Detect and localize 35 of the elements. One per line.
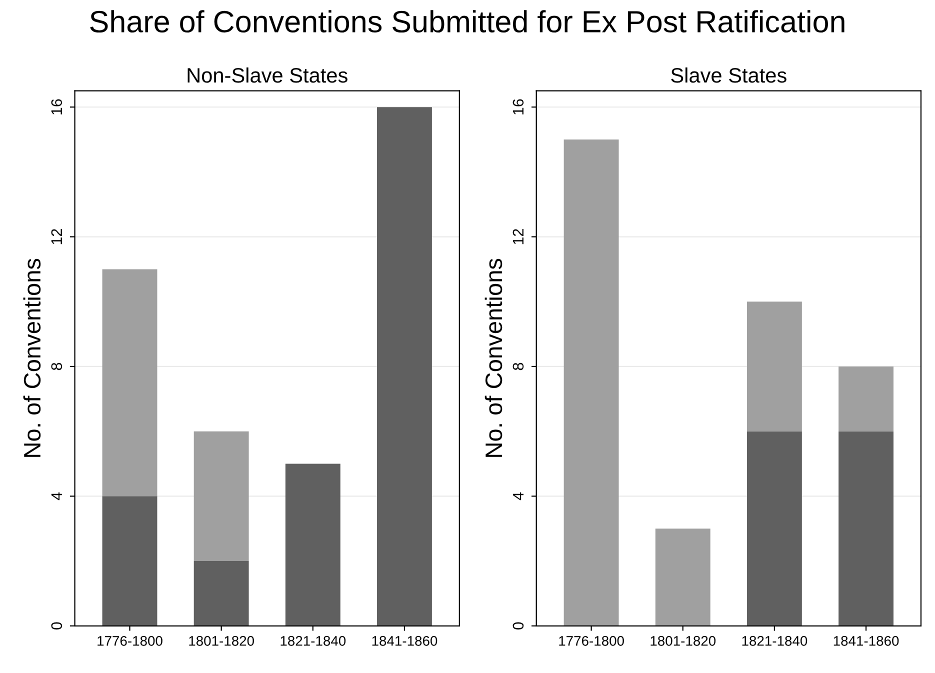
bar — [377, 107, 432, 626]
y-tick-label: 4 — [512, 492, 524, 500]
bar — [102, 496, 158, 626]
bar — [746, 431, 802, 626]
bar — [102, 269, 158, 496]
y-tick-label: 12 — [51, 229, 62, 244]
y-tick-label: 8 — [51, 362, 62, 370]
x-tick-label: 1841-1860 — [834, 636, 899, 646]
bar — [285, 464, 340, 626]
bar — [746, 302, 802, 432]
x-tick-label: 1801-1820 — [189, 636, 254, 646]
y-axis-title: No. of Conventions — [484, 258, 502, 457]
y-tick-label: 16 — [51, 99, 62, 114]
y-tick-label: 8 — [512, 362, 524, 370]
x-tick-label: 1841-1860 — [372, 636, 438, 646]
y-axis-title: No. of Conventions — [23, 258, 41, 457]
bar — [194, 561, 249, 626]
bar — [564, 139, 619, 626]
y-tick-label: 16 — [512, 99, 524, 114]
bar — [194, 431, 249, 562]
chart-title: Share of Conventions Submitted for Ex Post Ratification — [90, 10, 844, 33]
x-tick-label: 1821-1840 — [280, 636, 346, 646]
bar — [655, 528, 710, 626]
bar — [838, 366, 894, 432]
chart-subtitle: Non-Slave States — [188, 67, 348, 83]
y-tick-label: 0 — [512, 622, 524, 630]
x-tick-label: 1776-1800 — [559, 636, 624, 646]
x-tick-label: 1801-1820 — [650, 636, 716, 646]
y-tick-label: 12 — [512, 229, 524, 244]
y-tick-label: 0 — [51, 622, 62, 630]
y-tick-label: 4 — [51, 492, 62, 500]
chart-subtitle: Slave States — [671, 67, 786, 83]
bar — [838, 431, 894, 626]
x-tick-label: 1821-1840 — [742, 636, 808, 646]
x-tick-label: 1776-1800 — [98, 636, 162, 646]
